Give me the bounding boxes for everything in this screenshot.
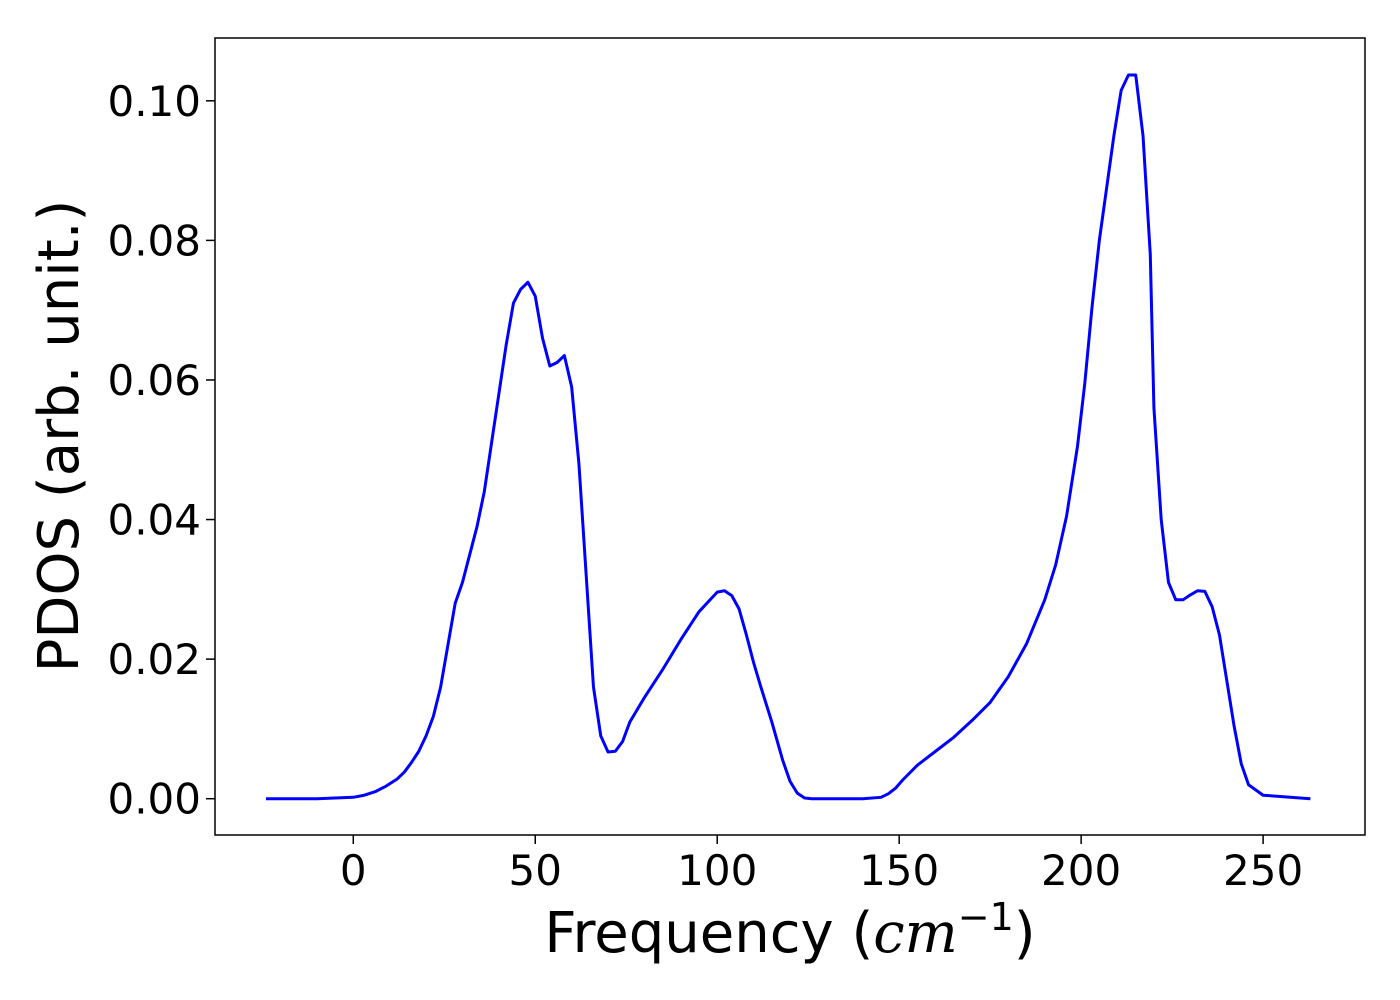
x-tick-label: 200	[1041, 846, 1121, 895]
x-tick-label: 150	[859, 846, 939, 895]
x-axis-label: Frequency (cm−1)	[544, 895, 1035, 966]
y-tick-label: 0.02	[107, 635, 201, 684]
x-tick-label: 250	[1223, 846, 1303, 895]
x-axis-ticks: 0 50 100 150 200 250	[340, 835, 1303, 895]
y-tick-label: 0.06	[107, 356, 201, 405]
x-tick-label: 100	[677, 846, 757, 895]
y-tick-label: 0.08	[107, 216, 201, 265]
pdos-line	[265, 73, 1311, 801]
y-tick-label: 0.10	[107, 77, 201, 126]
x-tick-label: 50	[509, 846, 562, 895]
y-tick-label: 0.00	[107, 775, 201, 824]
y-axis-label: PDOS (arb. unit.)	[27, 200, 92, 673]
y-tick-label: 0.04	[107, 496, 201, 545]
plot-frame	[214, 37, 1366, 836]
x-tick-label: 0	[340, 846, 367, 895]
y-axis-ticks: 0.00 0.02 0.04 0.06 0.08 0.10	[107, 77, 215, 824]
